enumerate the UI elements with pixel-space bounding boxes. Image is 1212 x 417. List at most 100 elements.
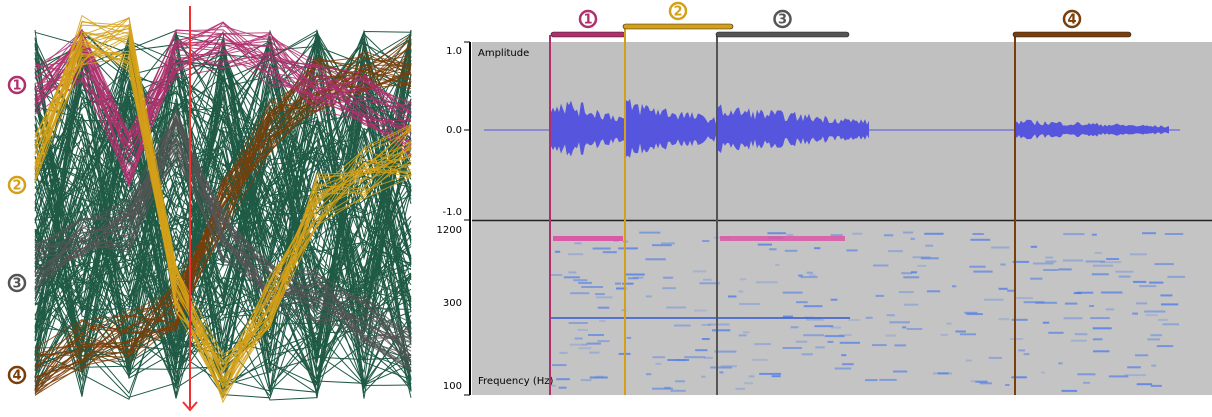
y-tick-label: 1.0 <box>446 46 462 57</box>
spectral-energy <box>694 310 707 312</box>
spectral-energy <box>899 291 914 293</box>
spectral-energy <box>712 329 730 331</box>
spectral-energy <box>595 293 605 295</box>
spectral-energy <box>1132 313 1138 315</box>
segment-bar <box>623 24 733 29</box>
spectral-energy <box>767 232 785 234</box>
spectral-energy <box>598 307 609 309</box>
spectral-band <box>550 317 850 319</box>
spectral-energy <box>873 265 889 267</box>
spectral-energy <box>1024 301 1045 303</box>
axis-label: Frequency (Hz) <box>478 376 554 387</box>
spectral-energy <box>841 354 846 356</box>
spectral-energy <box>570 292 589 294</box>
spectral-energy <box>627 337 632 339</box>
spectral-energy <box>736 388 746 390</box>
spectral-energy <box>740 278 747 280</box>
spectral-energy <box>675 380 685 382</box>
spectral-energy <box>719 371 723 373</box>
spectral-energy <box>599 320 606 322</box>
spectral-energy <box>555 251 560 253</box>
spectral-energy <box>865 379 877 381</box>
spectral-energy <box>1165 233 1184 235</box>
spectral-energy <box>573 279 587 281</box>
spectral-energy <box>1095 252 1102 254</box>
spectral-energy <box>1093 327 1112 329</box>
spectral-energy <box>550 274 562 276</box>
spectral-energy <box>840 342 860 344</box>
spectral-energy <box>1064 317 1083 319</box>
spectral-energy <box>839 334 852 336</box>
spectral-energy <box>589 352 599 354</box>
spectral-energy <box>852 233 862 235</box>
spectral-energy <box>671 390 686 392</box>
spectral-energy <box>551 385 556 387</box>
spectral-energy <box>1031 246 1037 248</box>
spectral-energy <box>1135 354 1148 356</box>
spectral-energy <box>804 305 823 307</box>
spectral-energy <box>1007 290 1015 292</box>
spectral-energy <box>693 270 707 272</box>
spectral-energy <box>1063 260 1083 262</box>
spectral-energy <box>1000 264 1005 266</box>
spectral-energy <box>815 346 825 348</box>
spectral-energy <box>1101 292 1122 294</box>
spectral-energy <box>772 375 781 377</box>
spectral-energy <box>902 326 906 328</box>
spectral-energy <box>1125 374 1147 376</box>
spectral-energy <box>1127 366 1141 368</box>
segment-label: 4 <box>1067 13 1076 28</box>
spectral-band <box>720 236 845 241</box>
spectral-energy <box>603 251 617 253</box>
spectral-energy <box>581 286 603 288</box>
spectral-energy <box>754 343 771 345</box>
spectral-energy <box>564 276 580 278</box>
spectral-energy <box>1089 305 1094 307</box>
spectral-energy <box>663 277 673 279</box>
spectral-energy <box>814 247 820 249</box>
spectral-energy <box>674 325 691 327</box>
audio-view: 1.0 0.0 -1.0 1200 300 100 Amplitude Freq… <box>437 3 1212 395</box>
parallel-coordinates: 1234 <box>9 6 411 410</box>
segment-bar <box>551 32 625 37</box>
spectral-energy <box>917 265 926 267</box>
spectral-energy <box>904 304 918 306</box>
spectral-energy <box>622 283 634 285</box>
spectral-energy <box>888 250 903 252</box>
spectral-energy <box>1058 268 1071 270</box>
spectral-energy <box>1018 349 1025 351</box>
spectral-energy <box>866 317 873 319</box>
spectral-energy <box>739 303 760 305</box>
y-tick-label: 1200 <box>437 225 462 236</box>
spectral-energy <box>1137 383 1153 385</box>
spectral-energy <box>701 376 705 378</box>
spectral-energy <box>1043 269 1058 271</box>
spectral-energy <box>964 312 977 314</box>
spectral-energy <box>975 381 987 383</box>
spectral-energy <box>1130 253 1147 255</box>
spectral-energy <box>667 359 689 361</box>
spectral-energy <box>1163 323 1180 325</box>
spectral-energy <box>618 247 638 249</box>
spectral-energy <box>728 296 737 298</box>
spectral-energy <box>769 248 777 250</box>
spectral-energy <box>1093 338 1103 340</box>
spectral-energy <box>652 356 665 358</box>
figure: 1234 1.0 0.0 -1.0 1200 300 100 Amplitude… <box>0 0 1212 417</box>
spectral-energy <box>970 239 990 241</box>
spectral-energy <box>749 375 755 377</box>
spectral-band <box>553 236 623 241</box>
bundle-label: 2 <box>12 179 21 194</box>
spectral-energy <box>758 244 772 246</box>
spectral-energy <box>1115 271 1133 273</box>
spectral-energy <box>809 274 816 276</box>
spectral-energy <box>661 242 675 244</box>
spectral-energy <box>752 359 767 361</box>
spectral-energy <box>938 372 949 374</box>
spectral-energy <box>969 266 985 268</box>
spectral-energy <box>578 282 592 284</box>
spectral-energy <box>785 250 798 252</box>
spectral-energy <box>814 325 833 327</box>
spectral-energy <box>1136 302 1147 304</box>
bundle-label: 4 <box>12 369 21 384</box>
